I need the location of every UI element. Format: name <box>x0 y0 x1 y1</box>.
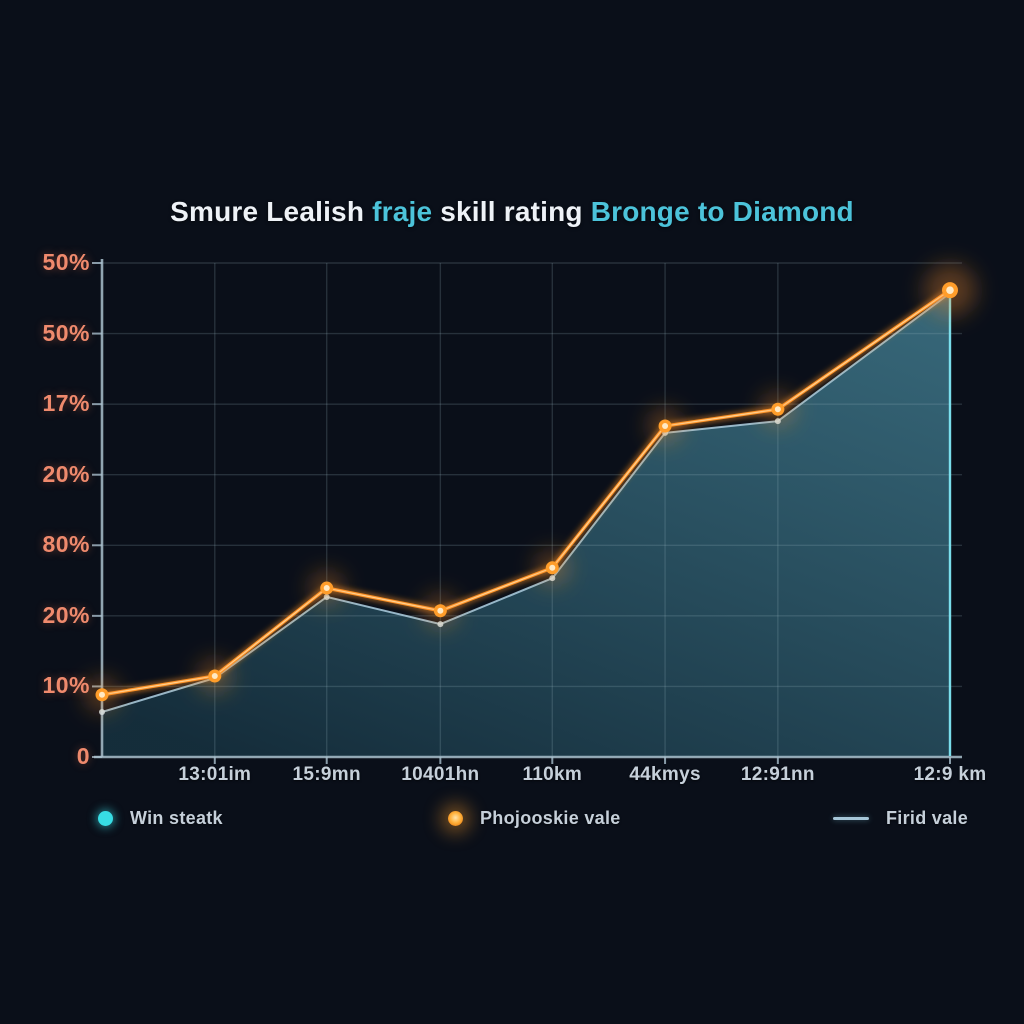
y-tick-label: 17% <box>42 390 90 417</box>
title-text-2: skill rating <box>432 196 591 227</box>
y-tick-label: 10% <box>42 672 90 699</box>
x-tick-label: 13:01im <box>178 764 252 785</box>
line-swatch-icon <box>833 816 869 820</box>
title-accent-2: Bronge to Diamond <box>590 196 854 227</box>
data-point-center <box>774 406 781 413</box>
x-tick-label: 110km <box>522 764 583 785</box>
data-point-center <box>946 286 954 294</box>
y-tick-label: 20% <box>42 601 90 628</box>
data-point-center <box>549 564 556 571</box>
title-text-1: Smure Lealish <box>170 196 373 227</box>
data-point-center <box>99 691 105 698</box>
chart-title: Smure Lealish fraje skill rating Bronge … <box>0 196 1024 228</box>
data-point-center <box>323 585 330 592</box>
y-tick-label: 80% <box>42 531 90 558</box>
x-tick-label: 12:91nn <box>740 764 815 785</box>
cyan-dot-icon <box>98 810 113 826</box>
area-fill <box>102 293 950 757</box>
data-point-center <box>437 607 444 614</box>
legend-label: Firid vale <box>886 807 969 828</box>
x-tick-label: 12:9 km <box>913 764 987 785</box>
x-tick-label: 15:9mn <box>292 764 361 785</box>
data-point-center <box>211 672 218 679</box>
x-tick-label: 44kmys <box>629 764 701 785</box>
x-tick-label: 10401hn <box>401 764 480 785</box>
data-point-center <box>662 423 669 430</box>
title-accent-1: fraje <box>372 196 433 227</box>
legend-item-orange-series[interactable]: Phojooskie vale <box>448 803 621 833</box>
orange-dot-icon <box>448 810 463 826</box>
legend-item-blue-line-series[interactable]: Firid vale <box>833 803 968 833</box>
legend-label: Phojooskie vale <box>480 807 621 828</box>
orange-series-core <box>101 289 951 696</box>
legend-label: Win steatk <box>130 807 223 828</box>
y-tick-label: 20% <box>42 460 90 487</box>
y-tick-label: 0 <box>76 743 90 769</box>
y-tick-label: 50% <box>42 319 90 346</box>
y-tick-label: 50% <box>42 249 90 275</box>
legend-item-win-streak[interactable]: Win steatk <box>98 803 223 833</box>
